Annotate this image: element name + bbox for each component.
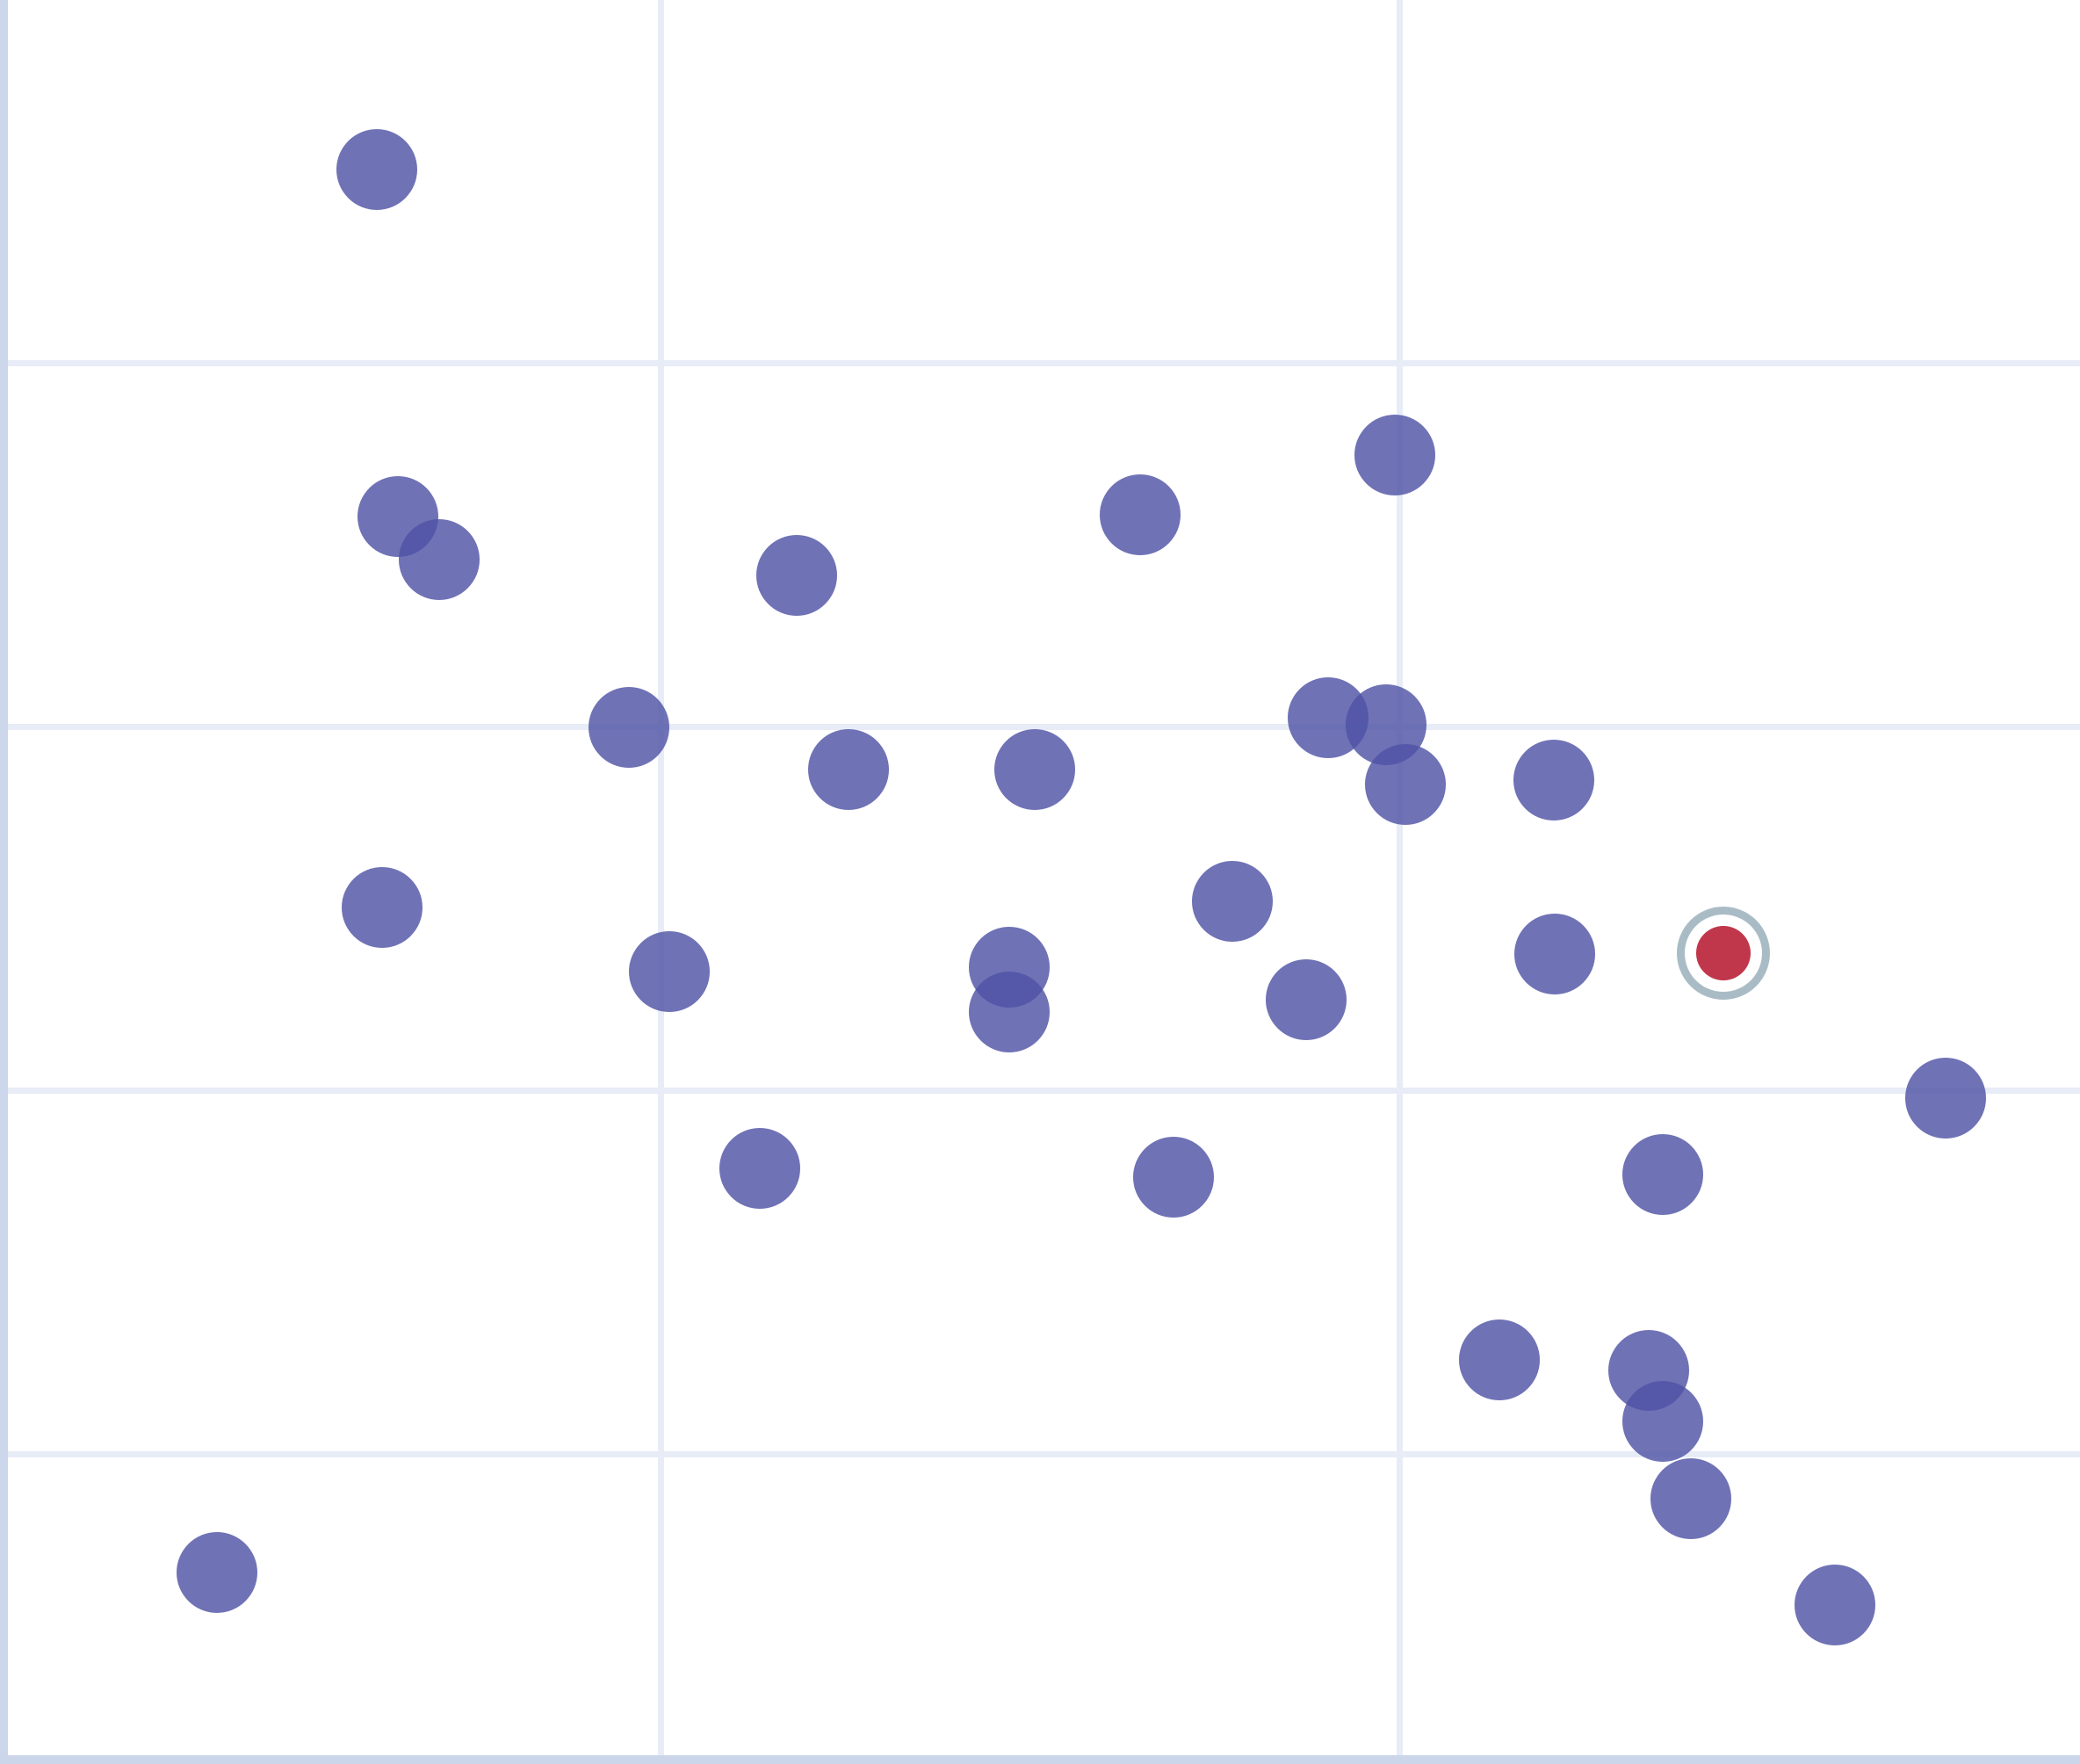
highlight-ring (1677, 907, 1770, 1000)
axis-frame-left (0, 0, 8, 1764)
data-point[interactable] (1514, 914, 1595, 994)
data-point[interactable] (1100, 474, 1181, 555)
data-point[interactable] (719, 1128, 800, 1209)
data-point[interactable] (177, 1532, 257, 1613)
data-point[interactable] (969, 972, 1050, 1052)
data-point[interactable] (399, 519, 480, 600)
data-point[interactable] (629, 931, 710, 1012)
axis-frame-bottom (0, 1755, 2080, 1764)
data-point[interactable] (1459, 1319, 1540, 1400)
data-point[interactable] (1266, 959, 1347, 1040)
gridline-vertical-1 (1397, 0, 1403, 1755)
data-point[interactable] (1622, 1381, 1703, 1462)
data-point[interactable] (1365, 744, 1446, 825)
data-point[interactable] (1513, 740, 1594, 821)
data-point[interactable] (1192, 861, 1273, 942)
data-point[interactable] (1354, 415, 1435, 495)
data-point[interactable] (342, 867, 422, 948)
data-point[interactable] (994, 729, 1075, 810)
gridline-vertical-0 (658, 0, 664, 1755)
data-point[interactable] (1650, 1458, 1731, 1539)
data-point[interactable] (1133, 1137, 1214, 1218)
gridline-horizontal-1 (8, 724, 2080, 730)
data-point[interactable] (756, 535, 837, 616)
gridline-horizontal-0 (8, 360, 2080, 366)
data-point[interactable] (336, 129, 417, 210)
gridline-horizontal-2 (8, 1088, 2080, 1094)
selected-data-point[interactable] (1696, 926, 1751, 980)
data-point[interactable] (589, 687, 669, 768)
gridline-horizontal-3 (8, 1451, 2080, 1457)
data-point[interactable] (808, 729, 889, 810)
data-point[interactable] (1795, 1565, 1875, 1645)
data-point[interactable] (1622, 1134, 1703, 1215)
data-point[interactable] (1905, 1058, 1986, 1139)
